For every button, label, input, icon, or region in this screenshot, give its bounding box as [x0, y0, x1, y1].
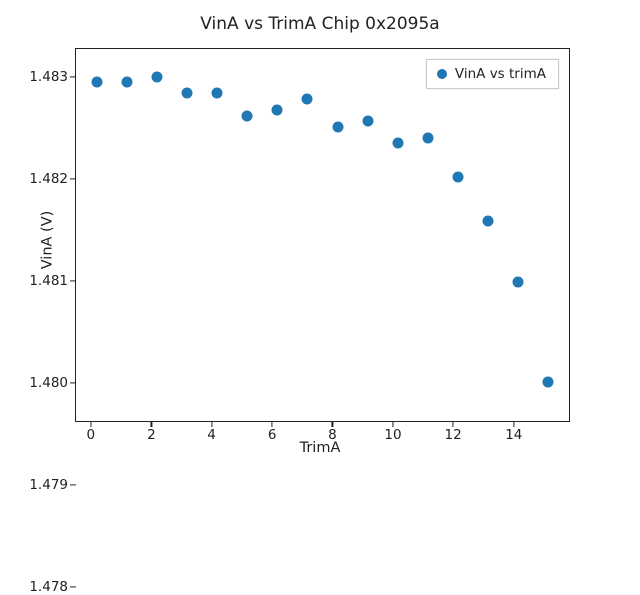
ytick-label-1482: 1.482	[29, 171, 68, 187]
legend-label: VinA vs trimA	[455, 66, 546, 82]
chart-root: VinA vs TrimA Chip 0x2095a 1.483 1.482 1…	[0, 0, 640, 480]
ytick-label-1480: 1.480	[29, 375, 68, 391]
data-point-trimA-2[interactable]	[152, 71, 163, 82]
xtick-label-0: 0	[86, 427, 95, 443]
data-point-trimA-1[interactable]	[122, 77, 133, 88]
legend-box[interactable]: VinA vs trimA	[426, 59, 559, 89]
data-point-trimA-0[interactable]	[92, 77, 103, 88]
data-point-trimA-13[interactable]	[482, 216, 493, 227]
data-point-trimA-11[interactable]	[422, 132, 433, 143]
ytick-label-1478: 1.478	[29, 579, 68, 595]
data-point-trimA-3[interactable]	[182, 88, 193, 99]
xtick-label-10: 10	[384, 427, 401, 443]
plot-area: 1.483 1.482 1.481 1.480 1.479 1.478 0 2 …	[75, 48, 570, 422]
x-axis-label: TrimA	[300, 440, 341, 456]
data-point-trimA-10[interactable]	[392, 138, 403, 149]
data-point-trimA-6[interactable]	[272, 105, 283, 116]
data-point-trimA-5[interactable]	[242, 110, 253, 121]
data-point-trimA-15[interactable]	[542, 377, 553, 388]
data-point-trimA-8[interactable]	[332, 121, 343, 132]
xtick-label-2: 2	[147, 427, 156, 443]
ytick-label-1481: 1.481	[29, 273, 68, 289]
data-point-trimA-9[interactable]	[362, 116, 373, 127]
ytick-label-1479: 1.479	[29, 477, 68, 493]
ytick-label-1483: 1.483	[29, 69, 68, 85]
data-point-trimA-7[interactable]	[302, 93, 313, 104]
data-point-trimA-4[interactable]	[212, 88, 223, 99]
y-axis-label: VinA (V)	[39, 211, 55, 270]
legend-marker-icon	[437, 69, 447, 79]
xtick-label-14: 14	[505, 427, 522, 443]
xtick-label-4: 4	[207, 427, 216, 443]
data-point-trimA-12[interactable]	[452, 171, 463, 182]
chart-title: VinA vs TrimA Chip 0x2095a	[0, 14, 640, 34]
xtick-label-12: 12	[445, 427, 462, 443]
xtick-label-6: 6	[268, 427, 277, 443]
data-point-trimA-14[interactable]	[512, 277, 523, 288]
